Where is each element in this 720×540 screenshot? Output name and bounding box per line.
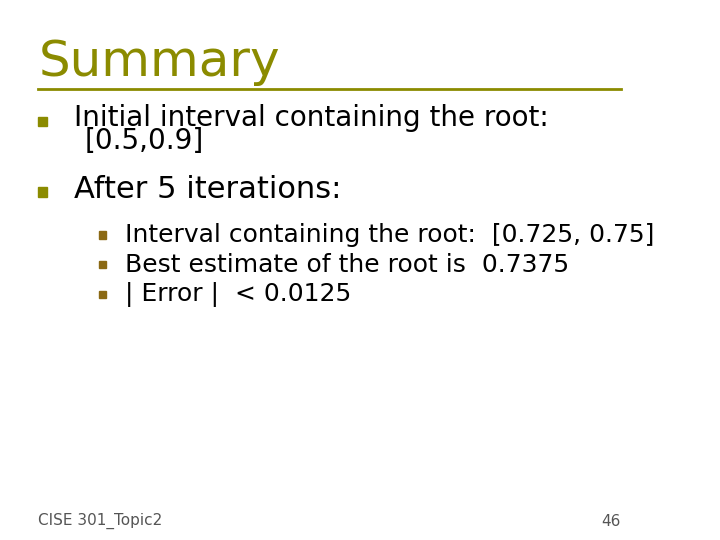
Text: | Error |  < 0.0125: | Error | < 0.0125 (125, 282, 351, 307)
FancyBboxPatch shape (99, 261, 106, 268)
Text: Initial interval containing the root:: Initial interval containing the root: (73, 104, 549, 132)
Text: 46: 46 (601, 514, 621, 529)
Text: [0.5,0.9]: [0.5,0.9] (84, 127, 204, 156)
Text: CISE 301_Topic2: CISE 301_Topic2 (38, 513, 163, 529)
Text: Summary: Summary (38, 38, 280, 86)
Text: Best estimate of the root is  0.7375: Best estimate of the root is 0.7375 (125, 253, 569, 276)
FancyBboxPatch shape (38, 117, 47, 126)
Text: Interval containing the root:  [0.725, 0.75]: Interval containing the root: [0.725, 0.… (125, 223, 654, 247)
FancyBboxPatch shape (38, 187, 47, 197)
Text: After 5 iterations:: After 5 iterations: (73, 174, 341, 204)
FancyBboxPatch shape (99, 231, 106, 239)
FancyBboxPatch shape (99, 291, 106, 298)
